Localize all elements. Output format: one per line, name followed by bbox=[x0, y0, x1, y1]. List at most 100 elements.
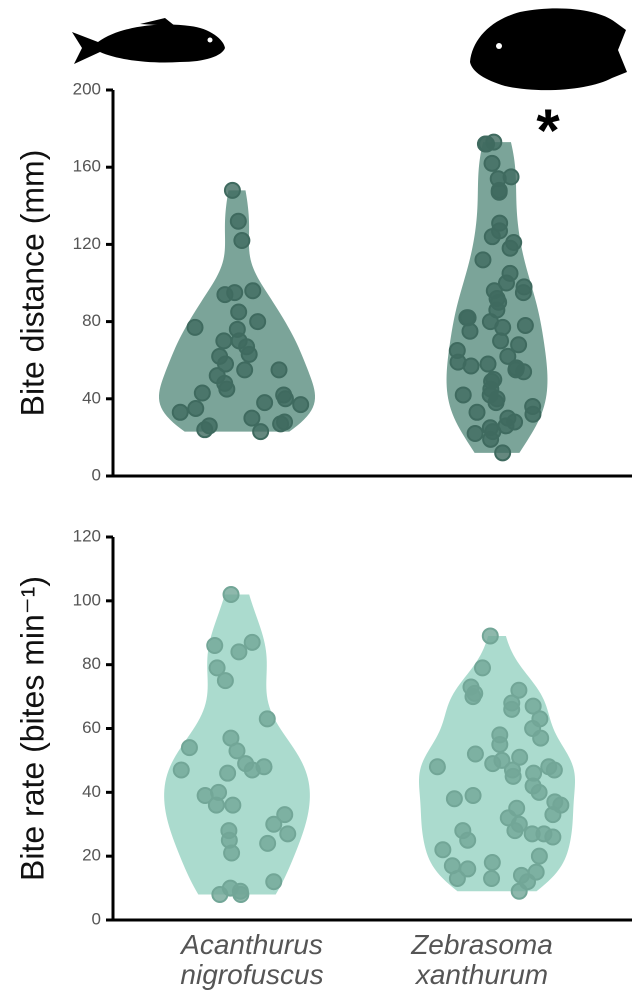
data-point bbox=[483, 154, 501, 172]
data-point bbox=[243, 761, 261, 779]
data-point bbox=[515, 363, 533, 381]
data-point bbox=[445, 790, 463, 808]
data-point bbox=[216, 672, 234, 690]
y-tick-label: 80 bbox=[82, 654, 101, 673]
data-point bbox=[219, 764, 237, 782]
data-point bbox=[172, 761, 190, 779]
data-point bbox=[232, 885, 250, 903]
data-point bbox=[485, 133, 503, 151]
data-point bbox=[464, 787, 482, 805]
y-tick-label: 120 bbox=[73, 234, 101, 253]
data-point bbox=[224, 796, 242, 814]
data-point bbox=[466, 745, 484, 763]
x-tick-label: Zebrasoma xanthurum bbox=[411, 929, 553, 990]
data-point bbox=[484, 755, 502, 773]
data-point bbox=[208, 659, 226, 677]
data-point bbox=[532, 729, 550, 747]
data-point bbox=[511, 748, 529, 766]
data-point bbox=[494, 444, 512, 462]
data-point bbox=[468, 403, 486, 421]
y-tick-label: 160 bbox=[73, 157, 101, 176]
data-point bbox=[448, 870, 466, 888]
data-point bbox=[228, 742, 246, 760]
data-point bbox=[490, 183, 508, 201]
data-point bbox=[196, 421, 214, 439]
data-point bbox=[292, 396, 310, 414]
y-tick-label: 0 bbox=[92, 909, 101, 928]
data-point bbox=[491, 735, 509, 753]
data-point bbox=[481, 627, 499, 645]
data-point bbox=[506, 822, 524, 840]
data-point bbox=[503, 700, 521, 718]
data-point bbox=[487, 394, 505, 412]
data-point bbox=[524, 405, 542, 423]
data-point bbox=[171, 403, 189, 421]
y-tick-label: 120 bbox=[73, 526, 101, 545]
data-point bbox=[187, 399, 205, 417]
y-tick-label: 80 bbox=[82, 311, 101, 330]
data-point bbox=[275, 386, 293, 404]
data-point bbox=[229, 212, 247, 230]
y-tick-label: 0 bbox=[92, 465, 101, 484]
data-point bbox=[482, 430, 500, 448]
annotation: * bbox=[536, 97, 560, 164]
data-point bbox=[492, 332, 510, 350]
data-point bbox=[494, 318, 512, 336]
data-point bbox=[230, 643, 248, 661]
data-point bbox=[474, 251, 492, 269]
data-point bbox=[510, 681, 528, 699]
data-point bbox=[530, 847, 548, 865]
data-point bbox=[223, 181, 241, 199]
fish-icon bbox=[72, 8, 627, 91]
data-point bbox=[483, 870, 501, 888]
y-tick-label: 40 bbox=[82, 388, 101, 407]
data-point bbox=[236, 361, 254, 379]
y-axis-label: Bite rate (bites min⁻¹) bbox=[14, 576, 50, 881]
y-tick-label: 200 bbox=[73, 79, 101, 98]
data-point bbox=[249, 313, 267, 331]
data-point bbox=[243, 633, 261, 651]
data-point bbox=[259, 834, 277, 852]
data-point bbox=[240, 345, 258, 363]
data-point bbox=[428, 758, 446, 776]
y-tick-label: 60 bbox=[82, 718, 101, 737]
data-point bbox=[252, 423, 270, 441]
data-point bbox=[499, 347, 517, 365]
data-point bbox=[510, 336, 528, 354]
data-point bbox=[223, 844, 241, 862]
y-tick-label: 20 bbox=[82, 846, 101, 865]
data-point bbox=[462, 357, 480, 375]
data-point bbox=[211, 885, 229, 903]
y-tick-label: 40 bbox=[82, 782, 101, 801]
data-point bbox=[276, 806, 294, 824]
data-point bbox=[180, 739, 198, 757]
data-point bbox=[207, 796, 225, 814]
data-point bbox=[193, 384, 211, 402]
data-point bbox=[211, 347, 229, 365]
data-point bbox=[434, 841, 452, 859]
y-axis-label: Bite distance (mm) bbox=[14, 150, 50, 417]
data-point bbox=[545, 761, 563, 779]
data-point bbox=[466, 425, 484, 443]
data-point bbox=[514, 284, 532, 302]
data-point bbox=[483, 854, 501, 872]
data-point bbox=[206, 637, 224, 655]
data-point bbox=[222, 585, 240, 603]
data-point bbox=[461, 322, 479, 340]
data-point bbox=[483, 228, 501, 246]
data-point bbox=[216, 286, 234, 304]
data-point bbox=[459, 831, 477, 849]
data-point bbox=[279, 825, 297, 843]
data-point bbox=[479, 355, 497, 373]
data-point bbox=[270, 361, 288, 379]
data-point bbox=[530, 783, 548, 801]
data-point bbox=[265, 873, 283, 891]
data-point bbox=[464, 688, 482, 706]
data-point bbox=[243, 409, 261, 427]
data-point bbox=[265, 815, 283, 833]
data-point bbox=[458, 309, 476, 327]
x-tick-label: Acanthurus nigrofuscus bbox=[180, 929, 324, 990]
data-point bbox=[196, 787, 214, 805]
